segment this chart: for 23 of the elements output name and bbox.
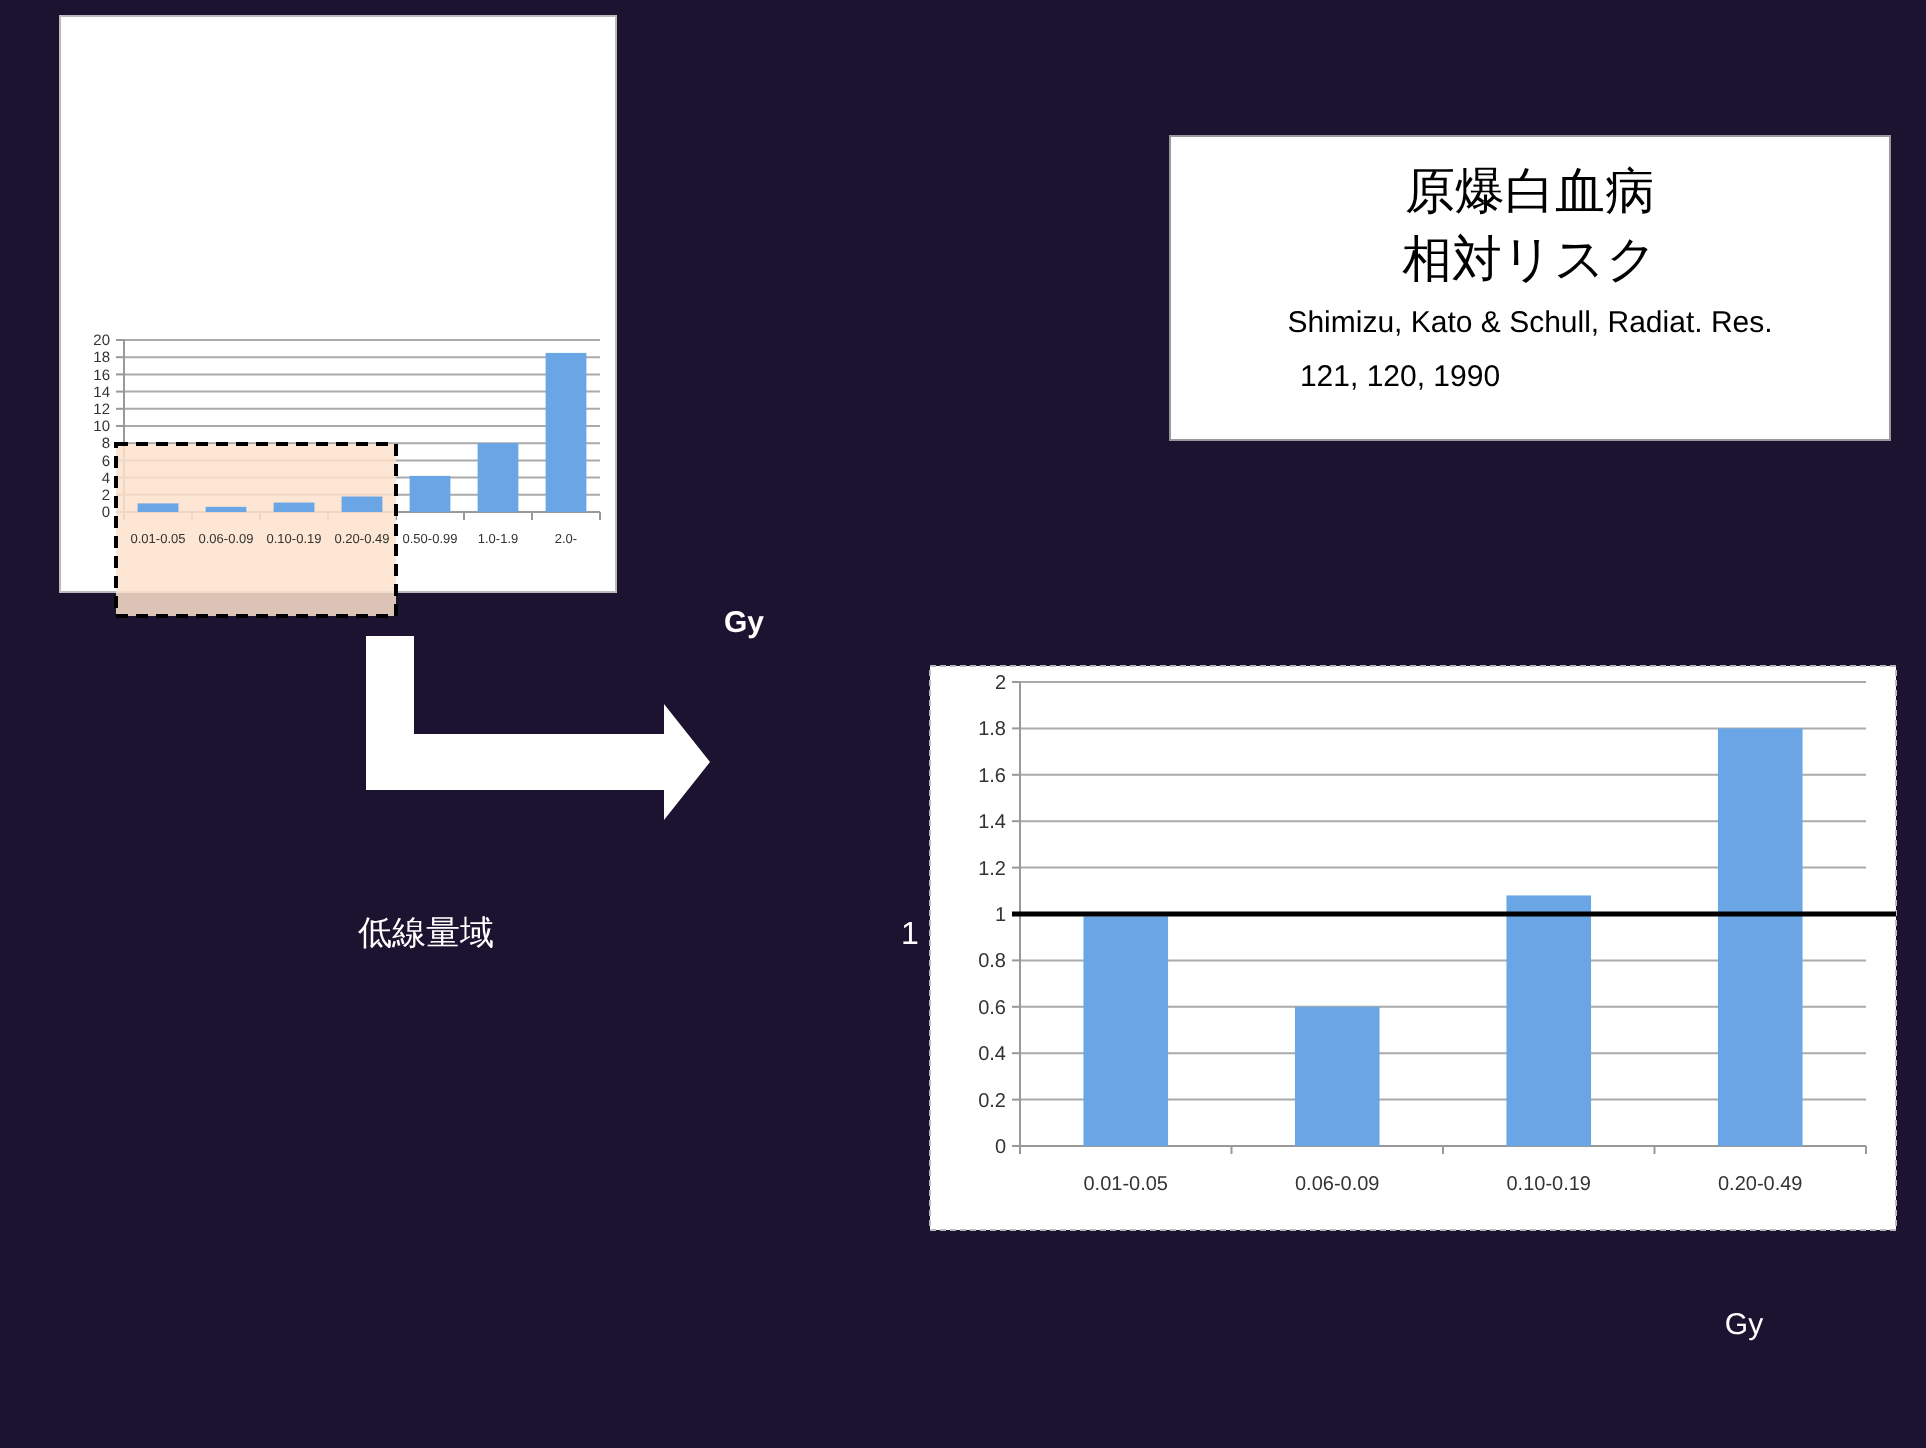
x-tick-label: 0.06-0.09 (1294, 1174, 1381, 1196)
x-axis-title: Gy (723, 606, 766, 640)
y-tick-label: 1 (994, 905, 1007, 927)
y-tick-label: 1.4 (978, 812, 1007, 835)
text: 低線量域 (358, 914, 494, 952)
y-tick-label: 0.8 (978, 951, 1007, 974)
ref-line-label: 1 (901, 918, 920, 952)
text: 相対リスク (1402, 232, 1658, 288)
x-tick-label: 0.20-0.49 (1717, 1174, 1804, 1196)
y-tick-label: 0.6 (978, 997, 1007, 1020)
y-tick-label: 1.6 (978, 765, 1007, 788)
y-tick-label: 0.4 (978, 1044, 1007, 1067)
y-tick-label: 1.8 (978, 719, 1007, 742)
x-axis-title: Gy (1724, 1308, 1765, 1342)
y-tick-label: 1.2 (978, 858, 1007, 881)
x-tick-label: 0.10-0.19 (1506, 1174, 1592, 1196)
text: 原爆白血病 (1405, 164, 1655, 220)
x-tick-label: 0.01-0.05 (1083, 1174, 1169, 1196)
y-tick-label: 0 (994, 1137, 1007, 1159)
text: 121, 120, 1990 (1299, 360, 1501, 394)
text: Shimizu, Kato & Schull, Radiat. Res. (1287, 306, 1773, 340)
y-tick-label: 2 (994, 673, 1007, 695)
y-tick-label: 0.2 (978, 1090, 1007, 1113)
